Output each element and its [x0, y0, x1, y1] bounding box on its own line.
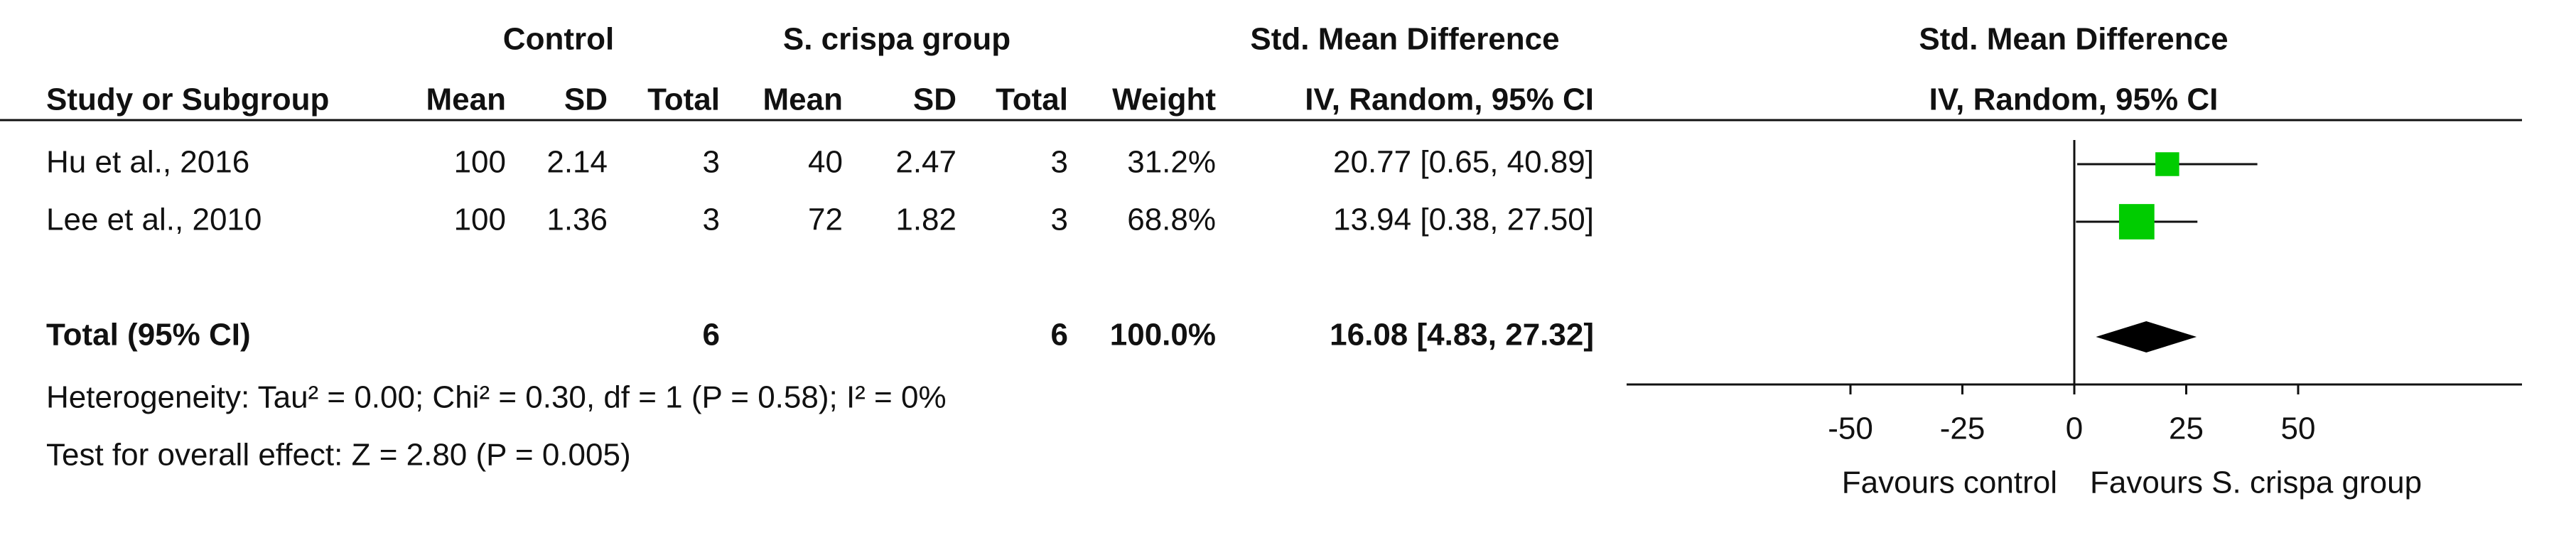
control-cell: 100 [454, 145, 506, 180]
experimental-cell: 1.82 [895, 203, 956, 237]
column-header: SD [564, 82, 608, 117]
total-cell: 6 [1051, 318, 1068, 352]
column-header: Total [647, 82, 720, 117]
effect-cell: 13.94 [0.38, 27.50] [1333, 203, 1594, 237]
x-tick-label: 25 [2169, 411, 2204, 446]
total-effect: 16.08 [4.83, 27.32] [1330, 318, 1594, 352]
heterogeneity: Heterogeneity: Tau² = 0.00; Chi² = 0.30,… [46, 380, 947, 415]
control-cell: 3 [703, 145, 720, 180]
study-square [2155, 152, 2179, 176]
weight-cell: 68.8% [1127, 203, 1216, 237]
x-tick-label: -50 [1828, 411, 1873, 446]
plot-method: IV, Random, 95% CI [1929, 82, 2219, 117]
control-cell: 100 [454, 203, 506, 237]
favours-right: Favours S. crispa group [2090, 465, 2422, 500]
x-tick-label: -25 [1940, 411, 1985, 446]
x-tick-label: 50 [2281, 411, 2316, 446]
total-cell: 6 [703, 318, 720, 352]
study-name: Lee et al., 2010 [46, 203, 262, 237]
effect-header: Std. Mean Difference [1250, 22, 1559, 57]
control-cell: 3 [703, 203, 720, 237]
effect-cell: 20.77 [0.65, 40.89] [1333, 145, 1594, 180]
x-tick-label: 0 [2066, 411, 2083, 446]
favours-left: Favours control [1842, 465, 2057, 500]
group-header: S. crispa group [783, 22, 1011, 57]
group-header: Control [503, 22, 614, 57]
column-header: Mean [763, 82, 843, 117]
summary-diamond [2096, 321, 2197, 352]
column-header: Weight [1112, 82, 1216, 117]
study-name: Hu et al., 2016 [46, 145, 249, 180]
weight-cell: 31.2% [1127, 145, 1216, 180]
column-header: IV, Random, 95% CI [1305, 82, 1594, 117]
study-square [2118, 204, 2155, 239]
control-cell: 2.14 [546, 145, 608, 180]
column-header: SD [913, 82, 956, 117]
column-header: Total [996, 82, 1068, 117]
column-header: Mean [426, 82, 506, 117]
overall-effect: Test for overall effect: Z = 2.80 (P = 0… [46, 438, 631, 473]
control-cell: 1.36 [546, 203, 608, 237]
experimental-cell: 3 [1051, 145, 1068, 180]
experimental-cell: 72 [808, 203, 843, 237]
experimental-cell: 2.47 [895, 145, 956, 180]
total-weight: 100.0% [1110, 318, 1216, 352]
experimental-cell: 3 [1051, 203, 1068, 237]
plot-header: Std. Mean Difference [1919, 22, 2228, 57]
column-header: Study or Subgroup [46, 82, 329, 117]
total-name: Total (95% CI) [46, 318, 251, 352]
experimental-cell: 40 [808, 145, 843, 180]
